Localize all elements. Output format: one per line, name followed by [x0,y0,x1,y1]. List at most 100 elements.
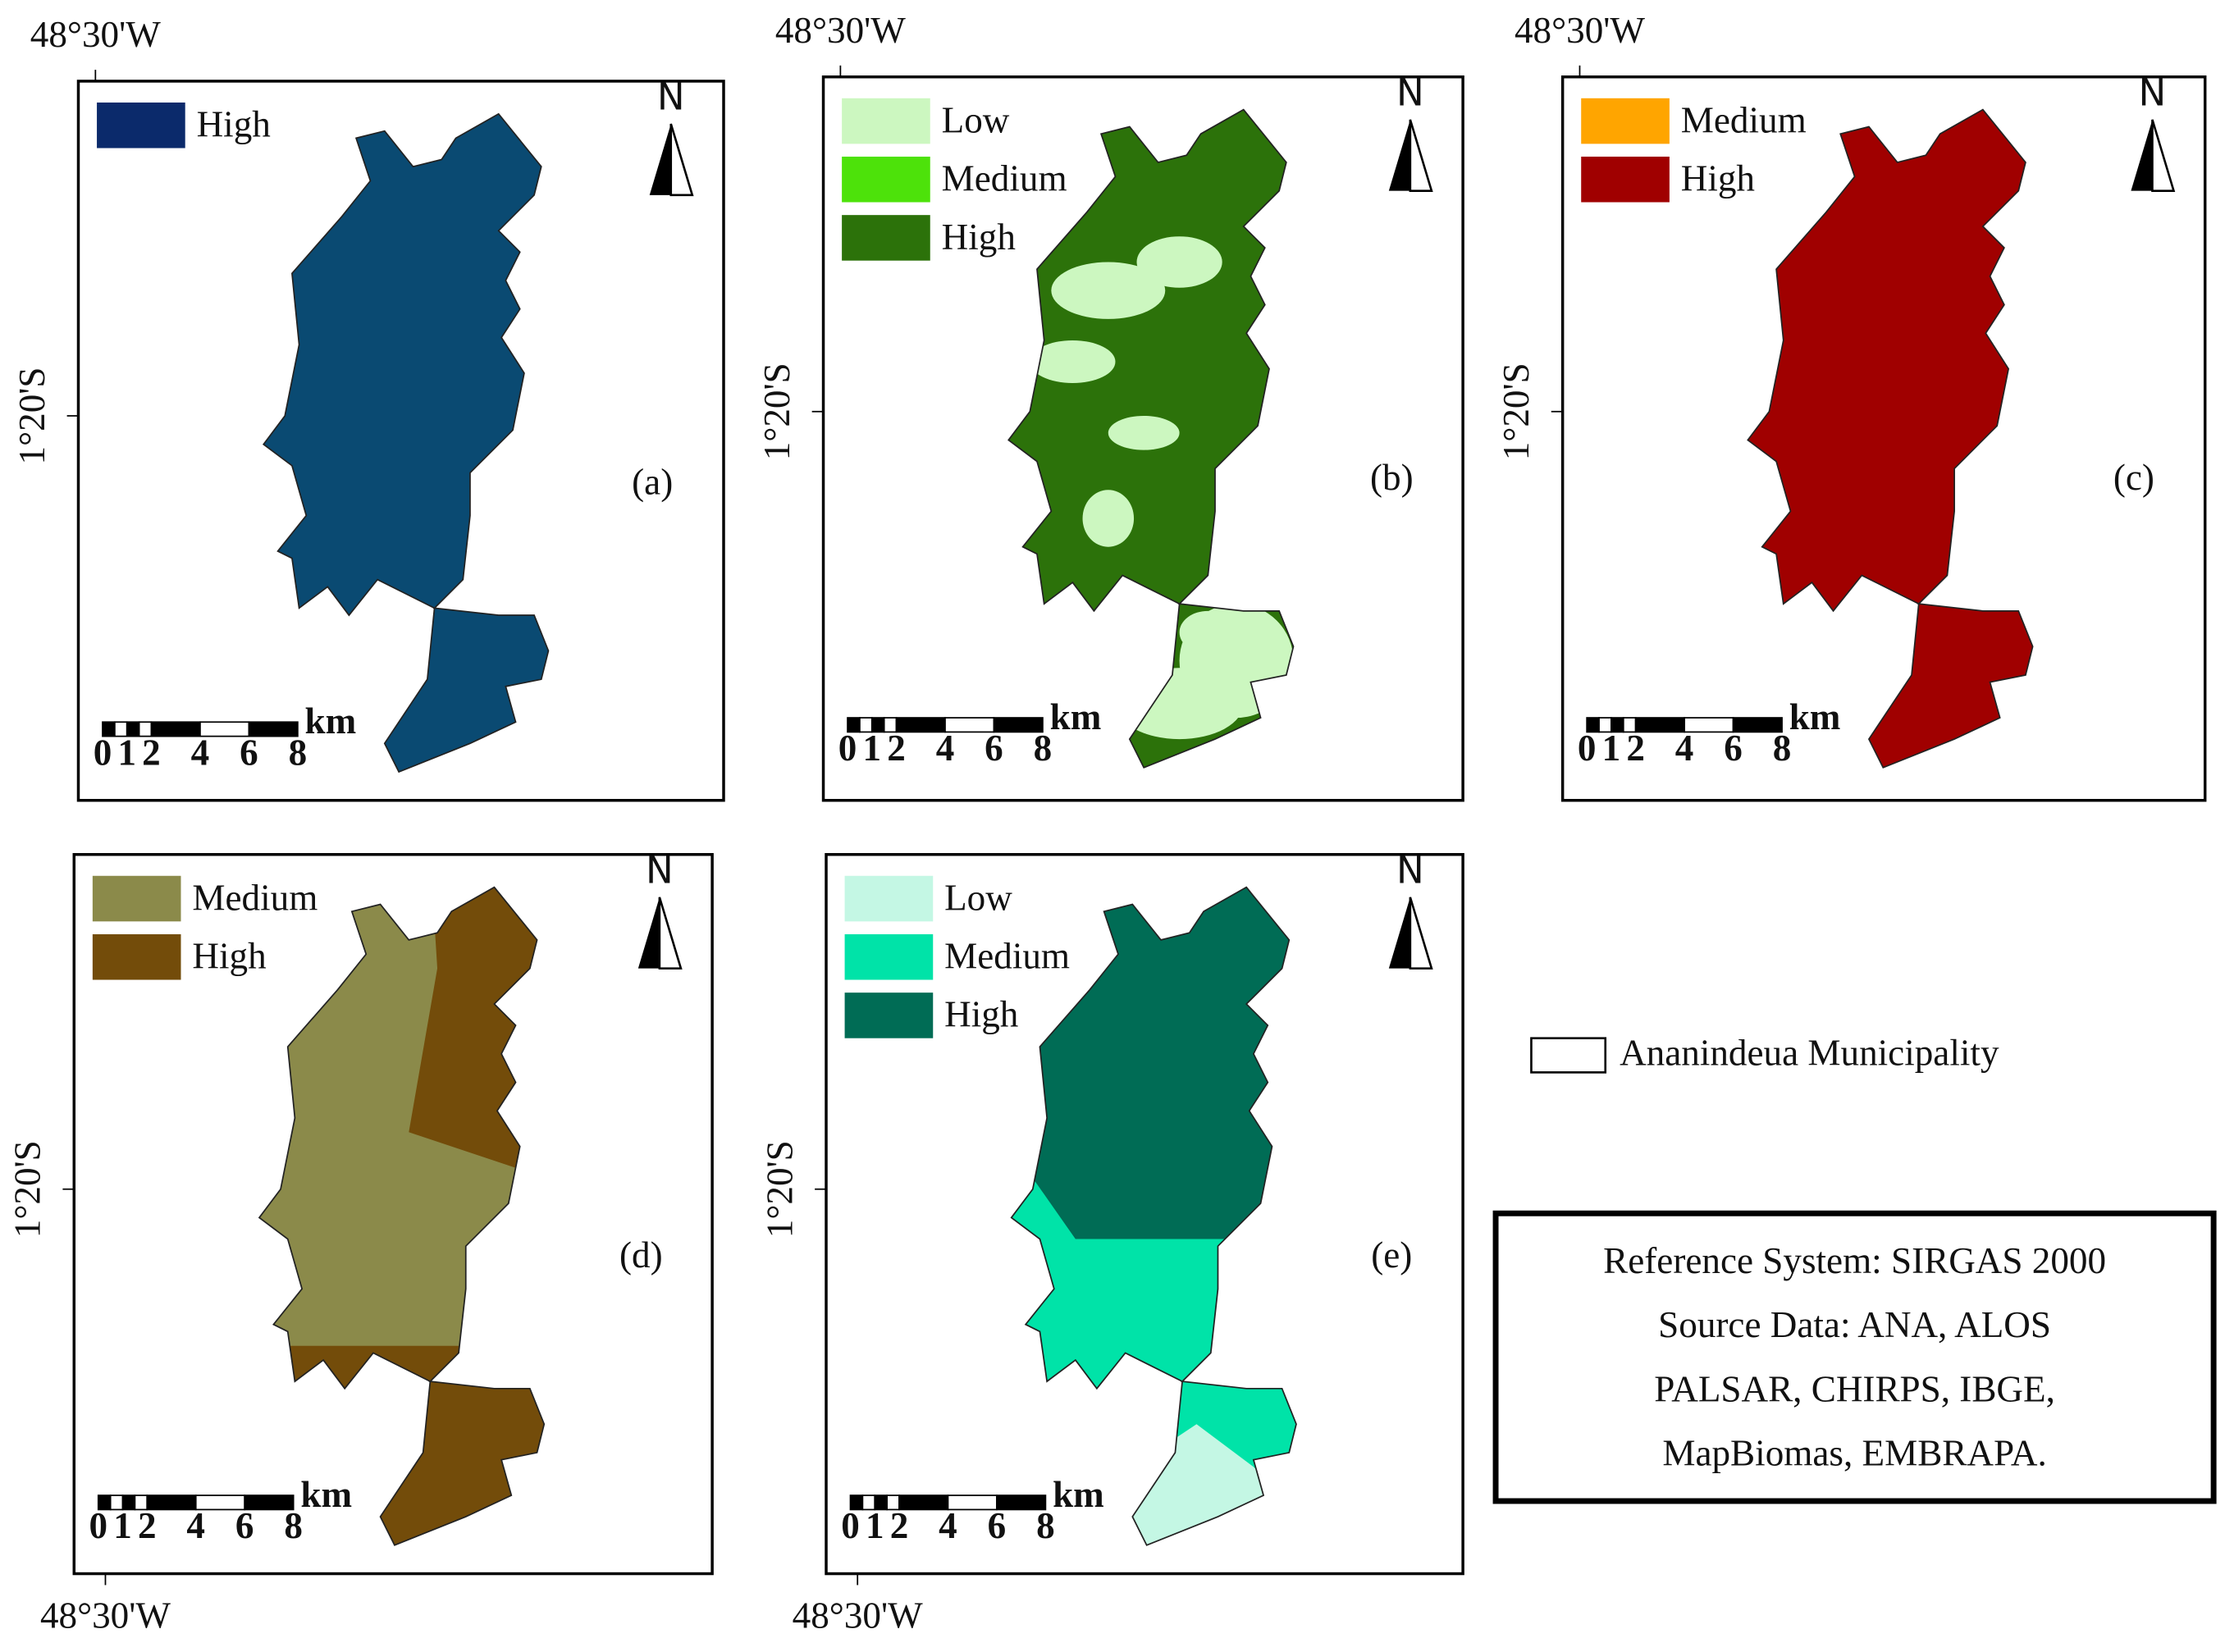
scale-segment [244,1495,295,1511]
north-arrow [1388,119,1410,191]
north-label: N [1396,848,1424,892]
outline [1747,108,2034,769]
legend-label: Medium [1681,99,1807,140]
north-arrow [649,124,671,195]
scale-unit: km [1789,696,1841,737]
scale-tick-label: 0 [838,728,857,769]
scale-tick-label: 4 [186,1505,205,1546]
legend-swatch [97,102,185,148]
north-arrow [1388,897,1410,969]
scale-tick-label: 2 [890,1505,909,1546]
scale-tick-label: 4 [1675,728,1694,769]
legend-label: Medium [192,877,318,918]
scale-tick-label: 2 [887,728,906,769]
legend-swatch [1581,156,1670,203]
scale-tick-label: 1 [863,728,882,769]
zone [258,887,545,1346]
panel-label: (d) [619,1234,663,1276]
info-line: Reference System: SIRGAS 2000 [1603,1240,2106,1281]
legend-label: High [942,217,1016,258]
scale-tick-label: 1 [1602,728,1621,769]
lat-label: 1°20'S [759,1140,800,1238]
scale-tick-label: 6 [240,732,258,773]
scale-segment [1732,717,1783,733]
boundary-legend: Ananindeua Municipality [1620,1033,1999,1074]
legend-swatch [842,215,930,261]
lon-label: 48°30'W [775,10,906,51]
lon-label: 48°30'W [40,1595,171,1636]
scale-tick-label: 2 [1626,728,1645,769]
scale-tick-label: 8 [284,1505,303,1546]
zone [1179,610,1237,654]
municipality [258,886,546,1546]
north-label: N [646,848,674,892]
legend-label: Low [944,877,1012,918]
lat-label: 1°20'S [7,1140,48,1238]
zone [1051,262,1166,319]
legend-swatch [844,993,934,1038]
lat-label: 1°20'S [1496,363,1537,460]
info-box [1492,1210,2217,1504]
scale-tick-label: 6 [235,1505,254,1546]
scale-tick-label: 1 [866,1505,884,1546]
panel-label: (c) [2113,457,2154,498]
scale-tick-label: 4 [191,732,210,773]
scale-tick-label: 8 [1773,728,1792,769]
scale-tick-label: 2 [138,1505,157,1546]
zone [1136,236,1222,288]
north-arrow [669,123,694,197]
panel-label: (a) [632,461,673,502]
outline [1010,886,1297,1546]
north-label: N [2139,71,2167,114]
legend-swatch [844,933,934,980]
panel-label: (b) [1370,457,1414,498]
info-line: PALSAR, CHIRPS, IBGE, [1654,1368,2055,1409]
legend-label: High [944,994,1018,1035]
scale-tick-label: 0 [89,1505,108,1546]
scale-segment [248,721,299,737]
outline [258,886,546,1546]
north-arrow [658,897,683,970]
legend-label: Medium [942,158,1067,199]
north-label: N [657,75,685,119]
scale-unit: km [1050,696,1102,737]
zone [1082,490,1135,547]
zone [1108,415,1180,450]
info-line: Source Data: ANA, ALOS [1658,1304,2051,1345]
panel-label: (e) [1371,1234,1412,1276]
lon-label: 48°30'W [793,1595,923,1636]
north-arrow [2151,119,2176,192]
scale-tick-label: 6 [1724,728,1743,769]
north-arrow [1409,897,1433,970]
scale-tick-label: 8 [1036,1505,1055,1546]
outline [262,112,550,774]
scale-unit: km [305,701,357,742]
legend-label: Low [942,99,1010,140]
boundary-swatch [1530,1037,1607,1074]
lat-label: 1°20'S [756,363,797,460]
info-line: MapBiomas, EMBRAPA. [1662,1433,2046,1474]
scale-tick-label: 0 [94,732,112,773]
scale-tick-label: 6 [988,1505,1007,1546]
scale-segment [996,1495,1047,1511]
scale-tick-label: 4 [936,728,955,769]
legend-swatch [92,875,181,922]
legend-label: High [1681,158,1755,199]
scale-segment [993,717,1044,733]
legend-label: High [197,104,271,145]
legend-swatch [842,98,930,144]
outline [1007,108,1295,769]
legend-swatch [842,156,930,203]
scale-tick-label: 1 [117,732,136,773]
legend-swatch [844,875,934,922]
scale-tick-label: 4 [939,1505,957,1546]
north-arrow [1409,119,1433,192]
lat-label: 1°20'S [11,367,53,464]
scale-unit: km [1053,1474,1104,1515]
lon-label: 48°30'W [30,14,161,55]
lon-label: 48°30'W [1515,10,1645,51]
legend-swatch [92,933,181,980]
scale-tick-label: 1 [113,1505,132,1546]
